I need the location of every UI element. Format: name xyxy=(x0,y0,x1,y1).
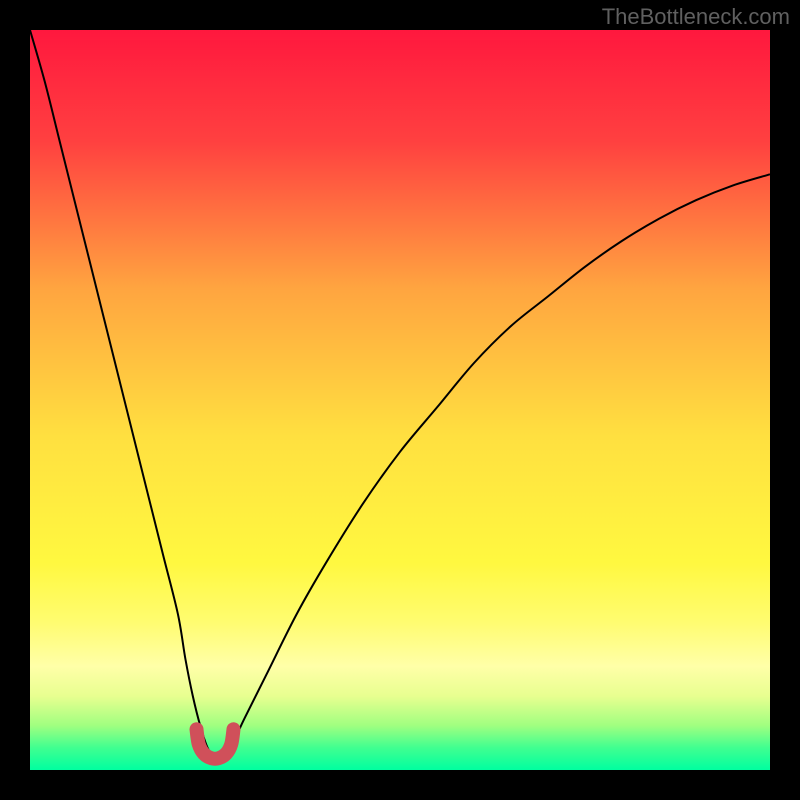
plot-background-gradient xyxy=(30,30,770,770)
chart-container: TheBottleneck.com xyxy=(0,0,800,800)
watermark-text: TheBottleneck.com xyxy=(602,4,790,30)
chart-svg xyxy=(0,0,800,800)
